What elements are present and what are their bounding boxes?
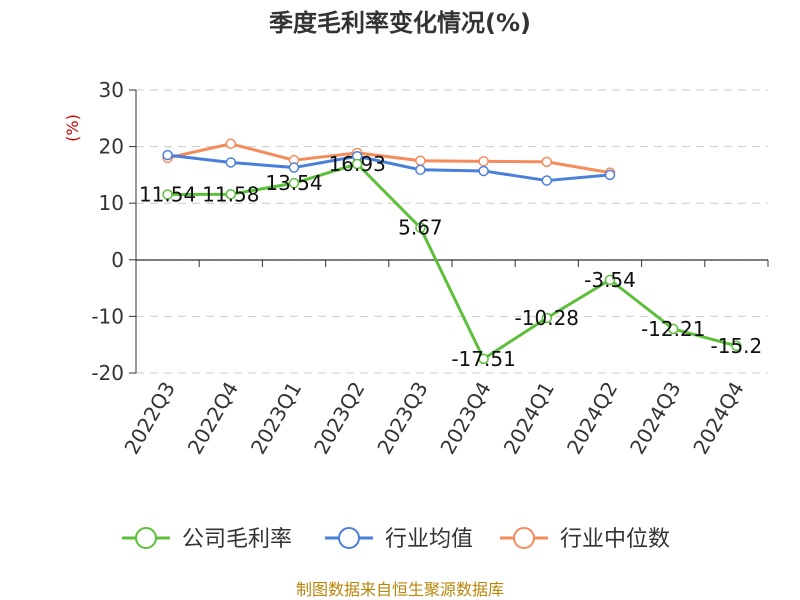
legend-label: 行业中位数 (560, 527, 670, 552)
legend-marker (513, 527, 535, 549)
series-point (162, 189, 173, 200)
data-label: -12.21 (641, 317, 705, 341)
data-label: -10.28 (515, 306, 579, 330)
series-point (415, 222, 426, 233)
x-tick-label: 2022Q3 (119, 378, 179, 459)
series-point (288, 162, 300, 173)
series-point (478, 165, 489, 177)
series-point (604, 169, 616, 181)
y-tick-label: 0 (111, 248, 124, 272)
series-point (415, 164, 426, 176)
y-tick-label: -10 (91, 304, 124, 328)
x-tick-label: 2023Q2 (309, 378, 369, 459)
legend-marker (135, 527, 157, 549)
data-label: 13.54 (265, 171, 322, 195)
data-label: 11.54 (139, 182, 196, 206)
x-tick-label: 2022Q4 (183, 378, 243, 459)
x-tick-label: 2024Q4 (688, 378, 748, 459)
data-label: -15.2 (711, 334, 763, 358)
series-point (162, 149, 173, 161)
data-label: 5.67 (398, 216, 443, 240)
y-axis-label: (%) (63, 114, 82, 142)
x-tick-label: 2023Q4 (435, 377, 495, 458)
series-point (225, 157, 237, 168)
series-point (541, 175, 553, 186)
x-tick-label: 2023Q1 (246, 378, 306, 459)
series-point (225, 138, 237, 150)
y-tick-label: -20 (91, 361, 124, 385)
legend-label: 公司毛利率 (182, 527, 292, 552)
series-point (415, 155, 426, 166)
series-point (541, 156, 553, 168)
series-line (167, 162, 737, 361)
legend: 公司毛利率 行业均值 行业中位数 (122, 527, 670, 552)
y-tick-label: 10 (99, 191, 124, 215)
x-tick-label: 2024Q2 (562, 378, 622, 459)
series-point (604, 274, 616, 286)
series-point (351, 158, 363, 170)
y-tick-label: 20 (99, 135, 124, 159)
series-point (541, 312, 553, 324)
series-point (667, 323, 679, 335)
source-note: 制图数据来自恒生聚源数据库 (296, 580, 504, 599)
data-labels: 11.54 11.58 13.54 16.93 5.67 -17.51-10.28-3.5… (139, 152, 762, 371)
data-label: -17.51 (451, 347, 515, 371)
legend-marker (338, 527, 360, 549)
series-point (731, 340, 742, 352)
data-label: -3.54 (584, 268, 636, 292)
series-lines (162, 138, 742, 365)
data-label: 11.58 (202, 182, 259, 206)
data-label: 16.93 (329, 152, 386, 176)
series-line (167, 142, 611, 175)
series-point (225, 189, 237, 200)
series-point (478, 156, 489, 167)
x-tick-label: 2024Q3 (625, 378, 685, 459)
series-point (288, 177, 300, 189)
series-point (478, 353, 489, 365)
y-tick-label: 30 (99, 78, 124, 102)
x-tick-label: 2024Q1 (499, 378, 559, 459)
series-line (167, 153, 611, 183)
legend-label: 行业均值 (385, 527, 473, 552)
chart-title: 季度毛利率变化情况(%) (269, 9, 531, 37)
x-tick-label: 2023Q3 (372, 378, 432, 459)
